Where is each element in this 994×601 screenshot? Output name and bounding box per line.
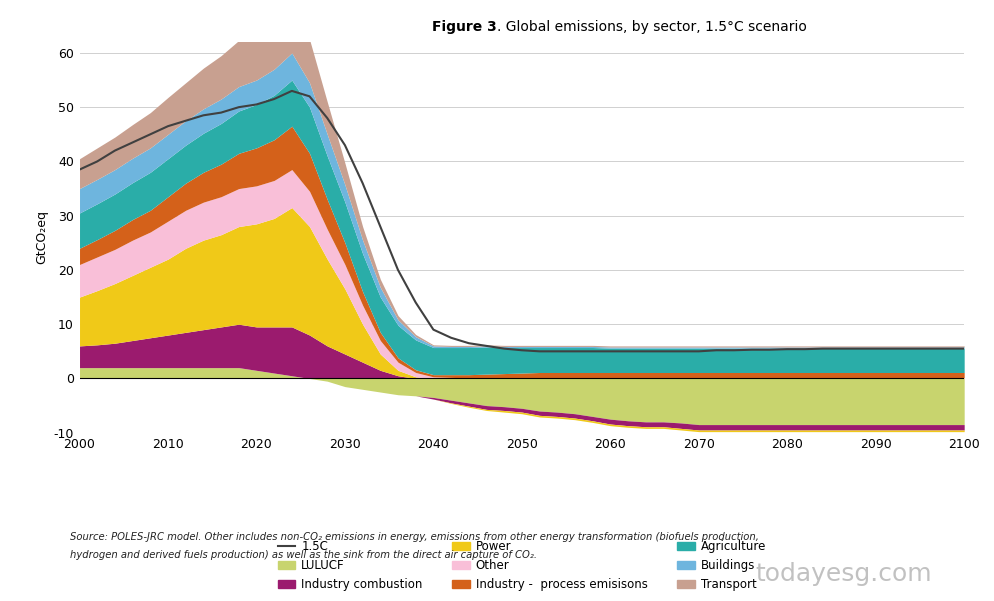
Text: hydrogen and derived fuels production) as well as the sink from the direct air c: hydrogen and derived fuels production) a… [70, 550, 537, 560]
Text: todayesg.com: todayesg.com [755, 562, 932, 586]
Text: . Global emissions, by sector, 1.5°C scenario: . Global emissions, by sector, 1.5°C sce… [497, 20, 807, 34]
Text: Source: POLES-JRC model. Other includes non-CO₂ emissions in energy, emissions f: Source: POLES-JRC model. Other includes … [70, 532, 758, 542]
Y-axis label: GtCO₂eq: GtCO₂eq [35, 210, 48, 264]
Text: Figure 3: Figure 3 [432, 20, 497, 34]
Legend: 1.5C, LULUCF, Industry combustion, Power, Other, Industry -  process emisisons, : 1.5C, LULUCF, Industry combustion, Power… [277, 540, 766, 591]
